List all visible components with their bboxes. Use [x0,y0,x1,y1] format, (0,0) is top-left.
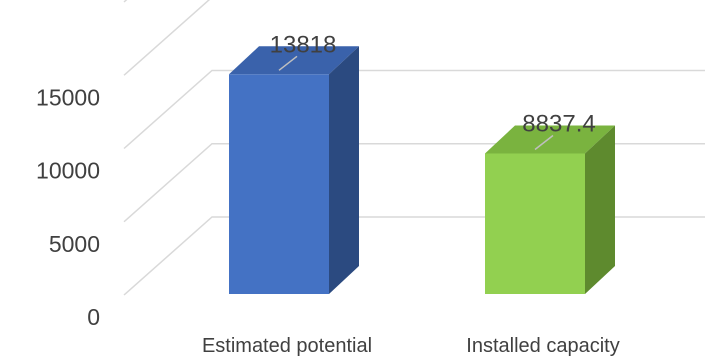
gridline [123,216,705,296]
bar [485,125,615,294]
bar-side [329,46,359,295]
bars [229,46,615,295]
data-labels: 13818 8837.4 [270,31,596,151]
bar-front [485,153,585,294]
data-label-leader [278,55,298,71]
y-tick-label: 10000 [36,158,100,184]
gridline [123,0,211,76]
gridline [123,69,705,150]
category-label: Installed capacity [466,335,619,357]
data-label: 8837.4 [522,110,595,137]
bar [229,46,359,295]
x-axis-category-labels: Estimated potential Installed capacity [202,335,620,357]
category-label: Estimated potential [202,335,372,357]
bar-front [229,74,329,295]
y-tick-label: 5000 [49,231,100,257]
gridline [123,0,128,3]
y-axis-tick-labels: 0 5000 10000 15000 [36,84,100,330]
gridline [123,143,705,223]
bar-side [585,125,615,294]
bar-top [229,46,359,75]
data-label: 13818 [270,31,337,58]
gridlines [123,0,705,296]
data-label-leader [534,134,554,151]
y-tick-label: 15000 [36,84,100,110]
bar-top [485,125,615,154]
y-tick-label: 0 [87,304,100,330]
